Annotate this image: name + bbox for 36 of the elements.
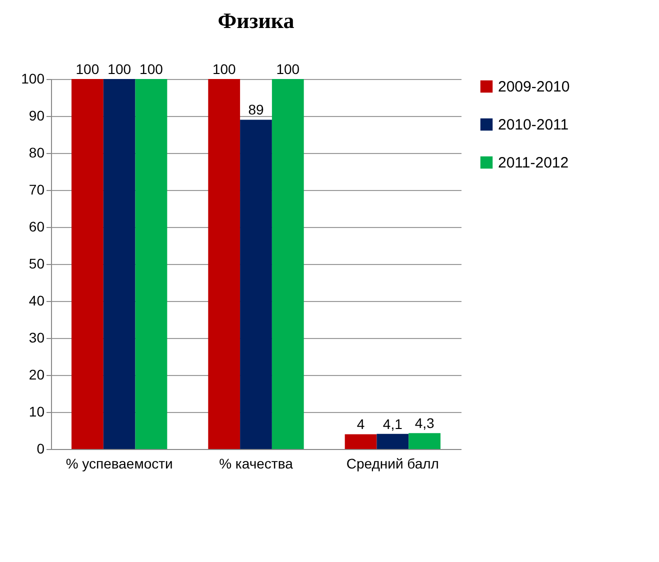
bar (272, 79, 304, 449)
legend-label: 2009-2010 (498, 78, 570, 96)
y-tick-label: 60 (28, 218, 45, 234)
bar (135, 79, 168, 449)
chart-title: Физика (218, 8, 294, 33)
bar (103, 79, 136, 449)
y-tick-label: 20 (28, 366, 45, 382)
data-label: 4,3 (414, 415, 434, 432)
legend-label: 2011-2012 (498, 154, 569, 172)
y-tick-label: 50 (28, 256, 45, 272)
y-tick-label: 70 (28, 182, 45, 198)
x-tick-label: % качества (219, 456, 294, 472)
data-label: 4,1 (382, 416, 403, 432)
data-label: 100 (140, 61, 164, 77)
y-tick-label: 100 (21, 70, 45, 86)
y-tick-label: 90 (28, 108, 45, 124)
bar (240, 120, 272, 449)
data-label: 4 (356, 416, 365, 432)
y-tick-label: 40 (28, 292, 45, 308)
bar (72, 79, 104, 449)
y-tick-label: 80 (28, 144, 45, 160)
data-label: 100 (108, 61, 132, 77)
y-tick-label: 10 (28, 404, 45, 420)
bar (344, 434, 377, 449)
data-label: 100 (276, 61, 300, 77)
bar (408, 433, 440, 449)
x-tick-label: Средний балл (346, 456, 439, 472)
data-label: 89 (248, 102, 264, 118)
x-tick-label: % успеваемости (66, 456, 173, 472)
bar (376, 434, 409, 449)
legend-label: 2010-2011 (498, 116, 569, 134)
data-label: 100 (76, 61, 100, 77)
y-tick-label: 30 (28, 330, 45, 346)
bar (208, 79, 240, 449)
data-label: 100 (212, 61, 236, 77)
y-tick-label: 0 (36, 440, 45, 456)
